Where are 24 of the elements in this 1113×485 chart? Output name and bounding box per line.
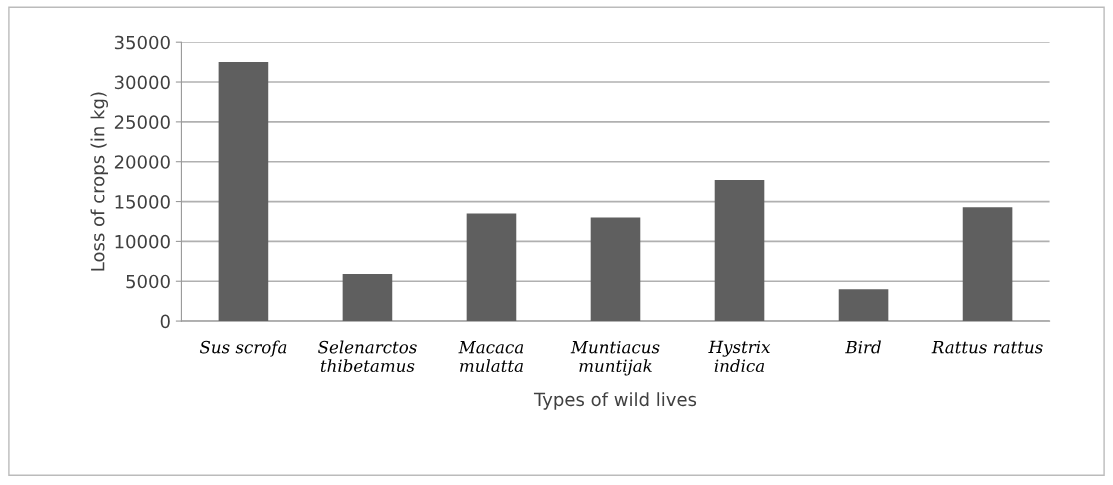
y-tick-label: 35000 [114,35,170,50]
x-tick-label: Bird [845,340,881,354]
bar [838,289,889,322]
x-tick-label: Rattus rattus [931,341,1043,354]
y-tick-label: 30000 [114,75,170,90]
y-axis-title: Loss of crops (in kg) [90,92,109,271]
y-tick-label: 0 [160,314,170,329]
y-tick-label: 25000 [114,115,170,129]
y-tick-label: 10000 [115,234,170,249]
x-tick-label: Hystrix indica [708,340,771,373]
x-axis-title: Types of wild lives [533,392,697,410]
x-tick-label: Selenarctos thibetamus [318,340,417,373]
bar [590,217,641,322]
bar [466,213,517,322]
bar [962,207,1013,322]
bar [342,274,393,322]
x-tick-label: Macaca mulatta [458,341,524,373]
bar [218,62,269,322]
y-tick-label: 5000 [126,274,170,289]
bar [714,180,765,322]
y-tick-label: 20000 [114,155,170,169]
y-tick-label: 15000 [115,195,170,209]
x-tick-label: Sus scrofa [199,340,287,357]
x-tick-label: Muntiacus muntijak [570,340,660,376]
